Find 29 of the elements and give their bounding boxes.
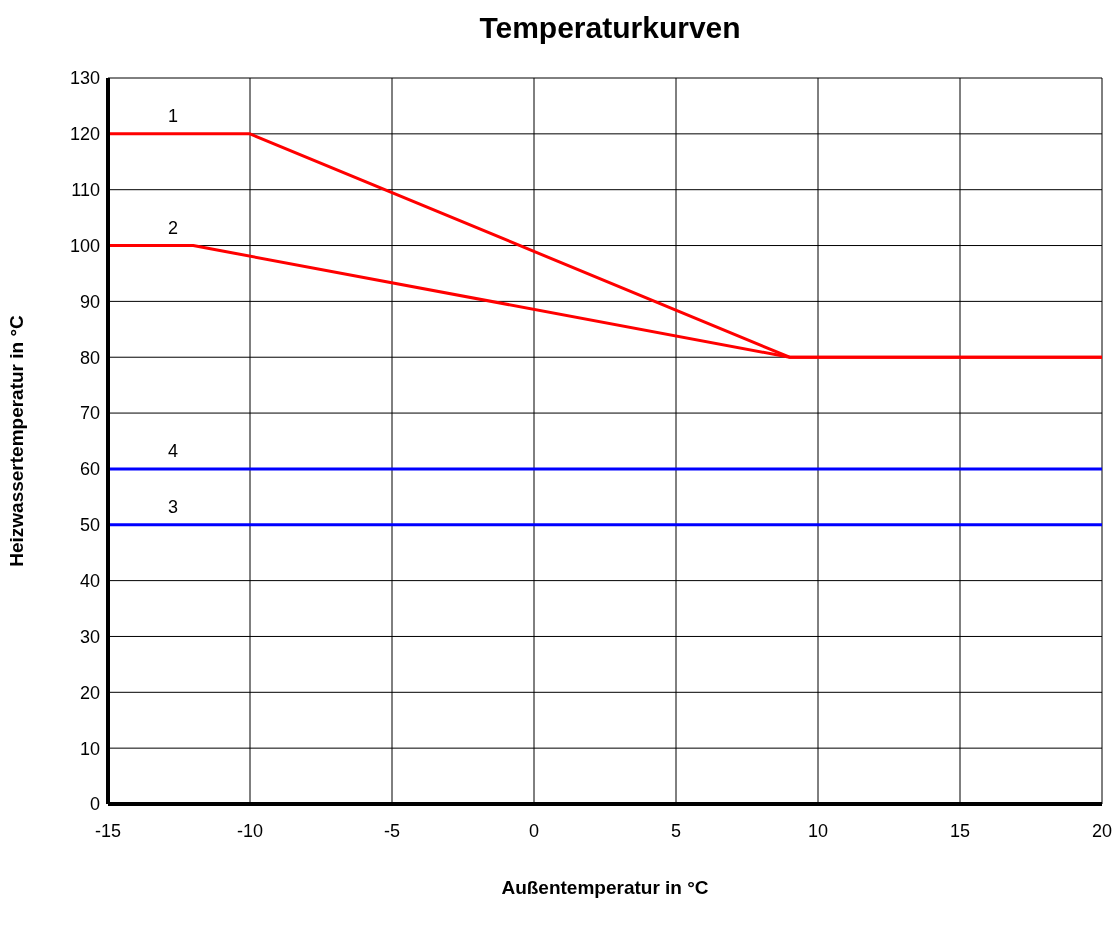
x-tick-label: 5 [670, 820, 682, 841]
y-tick-label: 50 [79, 515, 100, 536]
y-tick-label: 20 [79, 682, 100, 703]
x-tick-label: 0 [528, 820, 540, 841]
x-tick-label: 10 [807, 820, 829, 841]
chart-title: Temperaturkurven [478, 10, 742, 46]
series-label: 2 [167, 217, 179, 238]
x-tick-label: -10 [236, 820, 264, 841]
x-tick-label: -15 [94, 820, 122, 841]
y-tick-label: 110 [71, 180, 100, 201]
y-tick-label: 40 [79, 571, 100, 592]
y-tick-label: 60 [79, 459, 100, 480]
x-tick-label: -5 [383, 820, 401, 841]
y-tick-label: 130 [69, 68, 100, 89]
y-tick-label: 100 [69, 235, 100, 256]
x-axis-title: Außentemperatur in °C [501, 877, 709, 898]
y-tick-label: 120 [69, 124, 100, 145]
series-label: 1 [167, 105, 179, 126]
y-tick-label: 70 [79, 403, 100, 424]
y-tick-label: 90 [79, 291, 100, 312]
series-label: 3 [167, 496, 179, 517]
x-tick-label: 20 [1091, 820, 1113, 841]
y-tick-label: 80 [79, 347, 100, 368]
series-label: 4 [167, 440, 179, 461]
y-tick-label: 10 [79, 738, 100, 759]
y-axis-title: Heizwassertemperatur in °C [5, 314, 27, 567]
y-tick-label: 0 [89, 794, 100, 815]
y-tick-label: 30 [79, 626, 100, 647]
x-tick-label: 15 [949, 820, 971, 841]
